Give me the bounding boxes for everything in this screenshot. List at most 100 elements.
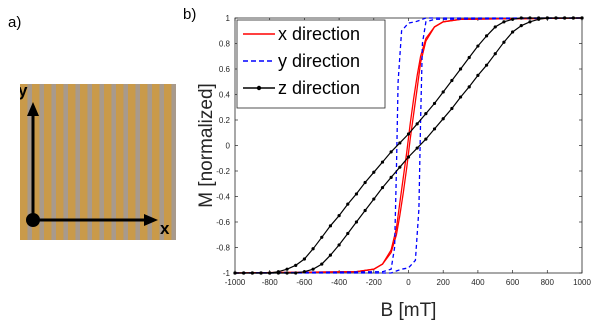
data-point bbox=[458, 95, 463, 99]
y-axis-arrow-icon bbox=[27, 102, 39, 116]
data-point bbox=[441, 117, 445, 121]
stripe bbox=[140, 84, 148, 240]
legend: x direction y direction z direction bbox=[236, 19, 386, 109]
x-tick-label: -600 bbox=[296, 278, 313, 287]
legend-label: y direction bbox=[278, 51, 360, 71]
y-tick-label: -0.8 bbox=[216, 244, 230, 253]
legend-label: z direction bbox=[278, 78, 360, 98]
x-axis-letter: x bbox=[160, 219, 170, 238]
data-point bbox=[484, 34, 489, 38]
data-point bbox=[493, 52, 497, 56]
data-point bbox=[233, 271, 237, 275]
x-axis-arrow-icon bbox=[144, 214, 158, 226]
data-point bbox=[268, 271, 272, 275]
data-point bbox=[328, 224, 333, 228]
data-point bbox=[502, 20, 506, 24]
x-tick-label: 800 bbox=[541, 278, 555, 287]
stripe bbox=[68, 84, 76, 240]
data-point bbox=[354, 220, 359, 224]
data-point bbox=[519, 16, 523, 20]
coordinate-axes: y z x bbox=[20, 84, 170, 240]
legend-label: x direction bbox=[278, 24, 360, 44]
data-point bbox=[337, 243, 341, 247]
series-layer bbox=[233, 16, 584, 275]
stripe bbox=[32, 84, 40, 240]
data-point bbox=[346, 231, 350, 236]
data-point bbox=[242, 271, 246, 275]
data-point bbox=[389, 150, 393, 154]
data-point bbox=[484, 63, 489, 67]
data-point bbox=[354, 192, 359, 196]
panel-a-label: a) bbox=[8, 14, 22, 31]
data-point bbox=[476, 73, 480, 77]
data-point bbox=[580, 16, 584, 20]
series-y-direction bbox=[234, 17, 583, 274]
data-point bbox=[450, 78, 454, 83]
z-axis-dot-icon bbox=[26, 213, 40, 227]
data-point bbox=[337, 214, 341, 218]
data-point bbox=[294, 263, 298, 267]
data-point bbox=[285, 267, 289, 271]
sample-micrograph: y z x bbox=[20, 84, 176, 240]
data-point bbox=[528, 16, 532, 20]
data-point bbox=[458, 67, 463, 71]
data-point bbox=[510, 17, 515, 21]
data-point bbox=[563, 16, 567, 20]
stripe bbox=[20, 84, 28, 240]
data-point bbox=[432, 101, 437, 106]
stripe-pattern bbox=[20, 84, 176, 240]
stripe bbox=[44, 84, 52, 240]
x-axis-label: B [mT] bbox=[381, 300, 437, 321]
data-point bbox=[571, 16, 575, 20]
data-point bbox=[424, 112, 428, 116]
x-tick-label: 600 bbox=[506, 278, 520, 287]
stripe bbox=[80, 84, 88, 240]
x-tick-label: -1000 bbox=[225, 278, 246, 287]
data-point bbox=[311, 247, 315, 251]
data-point bbox=[502, 40, 506, 44]
x-tick-label: 0 bbox=[406, 278, 411, 287]
series-z-direction bbox=[233, 16, 584, 275]
data-point bbox=[554, 16, 558, 20]
y-tick-label: 0 bbox=[226, 142, 231, 151]
data-point bbox=[311, 267, 315, 271]
data-point bbox=[294, 271, 298, 275]
data-point bbox=[302, 257, 306, 261]
data-point bbox=[519, 24, 523, 28]
data-point bbox=[398, 141, 402, 145]
data-point bbox=[380, 185, 385, 190]
panel-b-label: b) bbox=[183, 6, 197, 23]
data-point bbox=[493, 25, 497, 29]
data-point bbox=[363, 208, 367, 213]
data-point bbox=[346, 202, 350, 206]
data-point bbox=[398, 165, 402, 169]
axis-ticks: -1000 -800 -600 -400 -200 0 200 400 600 800 1000 -1… bbox=[216, 14, 591, 287]
stripe bbox=[116, 84, 124, 240]
data-point bbox=[372, 170, 376, 174]
series-line-x-direction-branch-2 bbox=[234, 17, 583, 274]
y-axis-letter: y bbox=[20, 84, 28, 100]
x-tick-label: -200 bbox=[366, 278, 383, 287]
y-tick-label: 0.6 bbox=[219, 65, 231, 74]
y-tick-label: 1 bbox=[226, 14, 231, 23]
stripe bbox=[56, 84, 64, 240]
y-tick-label: 0.2 bbox=[219, 116, 231, 125]
x-tick-label: 200 bbox=[437, 278, 451, 287]
legend-marker bbox=[256, 85, 262, 91]
stripe bbox=[128, 84, 136, 240]
x-tick-label: -400 bbox=[331, 278, 348, 287]
data-point bbox=[476, 44, 480, 48]
data-point bbox=[424, 137, 428, 141]
data-point bbox=[467, 55, 471, 60]
stripe bbox=[104, 84, 112, 240]
z-axis-letter: z bbox=[20, 223, 21, 240]
series-line-y-direction-branch-2 bbox=[234, 17, 582, 274]
series-x-direction bbox=[234, 17, 583, 274]
x-tick-label: -800 bbox=[262, 278, 279, 287]
data-point bbox=[545, 16, 549, 20]
data-point bbox=[285, 271, 289, 275]
data-point bbox=[380, 160, 385, 164]
stripe bbox=[152, 84, 160, 240]
y-tick-label: 0.8 bbox=[219, 40, 231, 49]
